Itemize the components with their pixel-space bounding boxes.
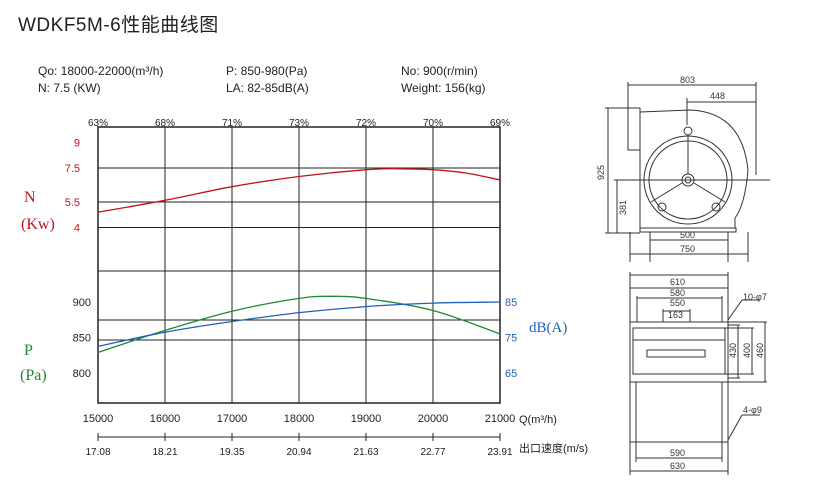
efficiency-tick-label: 63% [88, 118, 108, 129]
holes-10-phi7: 10-φ7 [743, 292, 767, 302]
velocity-axis-label: 出口速度(m/s) [519, 441, 588, 455]
efficiency-tick-label: 68% [155, 118, 175, 129]
power-axis-unit: (Kw) [21, 216, 55, 233]
noise-tick-label: 85 [505, 297, 517, 309]
dim-925: 925 [596, 165, 606, 180]
dim-550: 550 [670, 298, 685, 308]
efficiency-tick-label: 70% [423, 118, 443, 129]
velocity-tick-label: 21.63 [353, 447, 378, 458]
efficiency-tick-label: 71% [222, 118, 242, 129]
spec-speed: No: 900(r/min) [401, 64, 478, 78]
noise-tick-label: 65 [505, 368, 517, 380]
fan-front-view-drawing [629, 272, 767, 475]
dim-400: 400 [742, 343, 752, 358]
noise-axis-label: dB(A) [529, 320, 568, 336]
power-tick-label: 4 [74, 223, 80, 235]
dim-803: 803 [680, 75, 695, 85]
spec-flow: Qo: 18000-22000(m³/h) [38, 64, 164, 78]
pressure-tick-label: 900 [73, 297, 91, 309]
efficiency-tick-label: 72% [356, 118, 376, 129]
dim-630: 630 [670, 461, 685, 471]
dim-460: 460 [755, 343, 765, 358]
spec-weight: Weight: 156(kg) [401, 81, 486, 95]
velocity-tick-label: 18.21 [152, 447, 177, 458]
dim-590: 590 [670, 448, 685, 458]
x-tick-label: 19000 [351, 413, 382, 425]
pressure-axis-unit: (Pa) [20, 367, 47, 384]
x-tick-label: 15000 [83, 413, 114, 425]
x-tick-label: 21000 [485, 413, 516, 425]
noise-tick-label: 75 [505, 333, 517, 345]
power-tick-label: 7.5 [65, 163, 80, 175]
dim-580: 580 [670, 288, 685, 298]
page-title: WDKF5M-6性能曲线图 [18, 15, 219, 36]
noise-series-line [97, 301, 501, 348]
velocity-tick-label: 20.94 [286, 447, 311, 458]
x-tick-label: 18000 [284, 413, 315, 425]
pressure-tick-label: 800 [73, 368, 91, 380]
x-tick-label: 17000 [217, 413, 248, 425]
velocity-tick-label: 23.91 [487, 447, 512, 458]
x-tick-label: 20000 [418, 413, 449, 425]
power-tick-label: 5.5 [65, 197, 80, 209]
efficiency-tick-label: 69% [490, 118, 510, 129]
pressure-tick-label: 850 [73, 333, 91, 345]
dim-750: 750 [680, 244, 695, 254]
x-axis-label: Q(m³/h) [519, 414, 557, 426]
spec-pressure: P: 850-980(Pa) [226, 64, 308, 78]
velocity-tick-label: 22.77 [420, 447, 445, 458]
dim-448: 448 [710, 91, 725, 101]
dim-381: 381 [618, 200, 628, 215]
dim-500: 500 [680, 230, 695, 240]
pressure-axis-label: P [24, 342, 33, 359]
holes-4-phi9: 4-φ9 [743, 405, 762, 415]
efficiency-tick-label: 73% [289, 118, 309, 129]
pressure-series-line [97, 295, 501, 354]
fan-side-view-drawing [605, 82, 770, 262]
spec-power: N: 7.5 (KW) [38, 81, 101, 95]
power-axis-label: N [24, 189, 36, 206]
velocity-tick-label: 17.08 [85, 447, 110, 458]
dim-610: 610 [670, 277, 685, 287]
dim-163: 163 [668, 310, 683, 320]
dim-430: 430 [728, 343, 738, 358]
velocity-tick-label: 19.35 [219, 447, 244, 458]
power-series-line [97, 168, 501, 213]
power-tick-label: 9 [74, 138, 80, 150]
x-tick-label: 16000 [150, 413, 181, 425]
spec-noise: LA: 82-85dB(A) [226, 81, 309, 95]
